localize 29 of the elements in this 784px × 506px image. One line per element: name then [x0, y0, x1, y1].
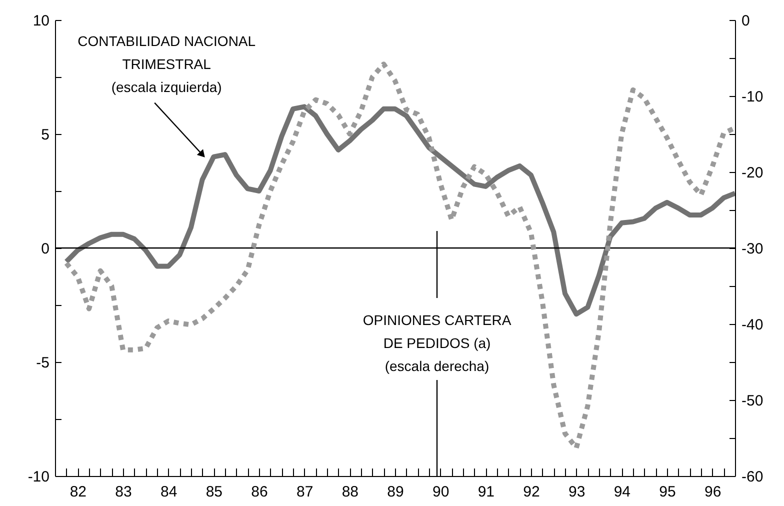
y2-tick-label: -40 [742, 316, 764, 334]
y2-tick-label: -20 [742, 164, 764, 182]
x-tick-label: 87 [296, 484, 314, 500]
x-tick-label: 91 [478, 484, 495, 500]
x-tick-label: 90 [432, 484, 450, 500]
x-tick-label: 86 [251, 484, 268, 500]
y2-tick-label: -60 [742, 468, 764, 486]
x-tick-label: 88 [342, 484, 359, 500]
annotation: CONTABILIDAD NACIONAL TRIMESTRAL (escala izquierda) [78, 32, 256, 95]
y-tick-label: 5 [41, 126, 50, 144]
x-tick-label: 89 [387, 484, 404, 500]
x-tick-label: 96 [704, 484, 722, 500]
y-tick-label: -10 [28, 468, 50, 486]
y-tick-label: -5 [36, 354, 50, 372]
y2-tick-label: -30 [742, 240, 764, 258]
annotation: OPINIONES CARTERA DE PEDIDOS (a) (escala derecha) [362, 312, 512, 374]
x-tick-label: 94 [614, 484, 631, 500]
x-tick-label: 84 [160, 484, 178, 500]
x-tick-label: 83 [115, 484, 132, 500]
x-tick-label: 95 [659, 484, 676, 500]
y-tick-label: 10 [32, 12, 50, 30]
y-tick-label: 0 [41, 240, 50, 258]
x-tick-label: 92 [523, 484, 540, 500]
y2-tick-label: -50 [742, 392, 764, 410]
x-tick-label: 82 [70, 484, 87, 500]
y2-tick-label: 0 [742, 12, 750, 30]
x-tick-label: 93 [568, 484, 586, 500]
y2-tick-label: -10 [742, 88, 764, 106]
x-tick-label: 85 [206, 484, 223, 500]
